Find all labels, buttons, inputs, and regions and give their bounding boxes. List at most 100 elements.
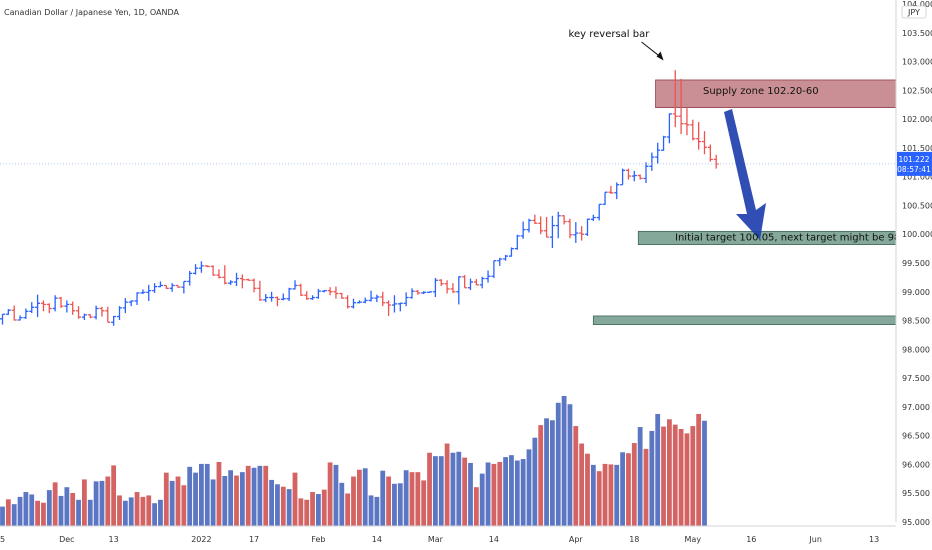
ohlc-bar — [146, 284, 152, 301]
ohlc-bar — [637, 174, 643, 180]
ohlc-bar — [427, 291, 433, 294]
ohlc-bar — [655, 142, 661, 164]
volume-bar — [690, 426, 696, 526]
volume-bar — [117, 495, 122, 526]
ohlc-bar — [163, 284, 169, 289]
ohlc-bar — [649, 152, 655, 171]
price-tick-label: 95.000 — [902, 518, 930, 527]
volume-bar — [187, 466, 193, 526]
ohlc-bar — [286, 287, 292, 301]
ohlc-bar — [298, 283, 304, 296]
ohlc-bar — [245, 278, 251, 281]
ohlc-bar — [251, 278, 257, 293]
ohlc-bar — [508, 247, 514, 257]
price-tick-label: 96.000 — [902, 460, 930, 469]
ohlc-bar — [456, 276, 462, 305]
volume-bar — [596, 471, 602, 526]
volume-bar — [380, 470, 386, 526]
ohlc-bar — [122, 298, 128, 314]
volume-bar — [58, 495, 64, 526]
volume-bar — [397, 483, 403, 526]
price-tick-label: 97.500 — [902, 374, 930, 383]
ohlc-bar — [274, 296, 280, 307]
ohlc-bar — [666, 113, 672, 144]
price-tick-label: 100.500 — [902, 201, 932, 210]
annotation-layer: key reversal bar Supply zone 102.20-60 I… — [569, 29, 917, 244]
volume-bar — [374, 496, 380, 526]
volume-bar — [222, 476, 228, 526]
ohlc-bar — [690, 119, 696, 141]
ohlc-bar — [234, 272, 239, 287]
ohlc-bar — [380, 291, 386, 307]
ohlc-bar — [514, 234, 520, 250]
ohlc-bar — [491, 260, 497, 278]
volume-bar — [263, 465, 269, 526]
volume-bar — [631, 443, 637, 526]
last-price-value: 101.222 — [898, 155, 929, 164]
volume-bar — [0, 506, 5, 526]
price-tick-label: 101.500 — [902, 144, 932, 153]
ohlc-bar — [608, 185, 614, 194]
ohlc-bar — [40, 300, 46, 312]
volume-bar — [450, 452, 456, 526]
volume-bar — [702, 420, 707, 526]
ohlc-bar — [181, 280, 187, 294]
time-tick-label: Mar — [428, 535, 444, 544]
volume-bar — [696, 413, 702, 526]
ohlc-bar — [415, 290, 421, 295]
time-axis[interactable]: 5 Dec 13 2022 17 Feb 14 Mar 14 Apr 18 May 16 Jun 13 — [0, 525, 896, 544]
volume-bar — [111, 465, 117, 526]
volume-bar — [590, 464, 596, 526]
volume-bar — [473, 487, 479, 526]
price-tick-label: 101.000 — [902, 173, 932, 182]
volume-bar — [29, 494, 35, 526]
supply-zone — [655, 79, 897, 109]
volume-bar — [567, 404, 573, 526]
ohlc-bar — [696, 121, 702, 150]
time-tick-label: 2022 — [191, 535, 211, 544]
ohlc-bar — [292, 280, 298, 290]
volume-bar — [427, 452, 432, 526]
volume-bar — [602, 463, 608, 526]
volume-bar — [579, 443, 585, 526]
volume-bar — [52, 482, 58, 526]
currency-badge[interactable] — [901, 5, 927, 19]
ohlc-bar — [368, 290, 374, 302]
ohlc-bar — [497, 257, 503, 266]
ohlc-bar — [485, 270, 491, 283]
volume-bar — [298, 498, 304, 526]
volume-bar — [561, 396, 567, 526]
ohlc-bar — [310, 295, 316, 300]
volume-bar — [269, 479, 274, 526]
volume-bar — [35, 500, 40, 526]
time-tick-label: Feb — [311, 535, 325, 544]
ohlc-bar — [304, 291, 310, 300]
target-zone-label: Initial target 100.05, next target might… — [675, 233, 916, 244]
ohlc-bar — [386, 300, 392, 316]
volume-bar — [122, 500, 128, 526]
price-axis[interactable]: 104.000 103.500 103.000 102.500 102.000 101.5… — [895, 0, 932, 550]
volume-bar — [321, 489, 327, 526]
ohlc-bar — [549, 215, 555, 249]
ohlc-bar — [216, 269, 222, 279]
ohlc-bar — [0, 313, 5, 325]
time-tick-label: 16 — [746, 535, 756, 544]
ohlc-bar — [450, 283, 456, 293]
ohlc-bar — [169, 283, 175, 292]
price-tick-label: 96.500 — [902, 432, 930, 441]
volume-bar — [538, 425, 544, 526]
volume-bar — [520, 459, 526, 526]
volume-bar — [327, 462, 333, 526]
ohlc-bar — [391, 295, 397, 313]
volume-bar — [368, 495, 374, 526]
ohlc-bar — [421, 291, 427, 295]
ohlc-bar — [11, 305, 17, 321]
supply-zone-label: Supply zone 102.20-60 — [703, 86, 819, 97]
volume-bar — [251, 467, 257, 526]
volume-bar — [239, 472, 245, 526]
ohlc-bar — [228, 280, 234, 285]
volume-bar — [64, 487, 70, 526]
price-tick-label: 98.000 — [902, 345, 930, 354]
bar-countdown: 08:57:41 — [897, 165, 931, 174]
